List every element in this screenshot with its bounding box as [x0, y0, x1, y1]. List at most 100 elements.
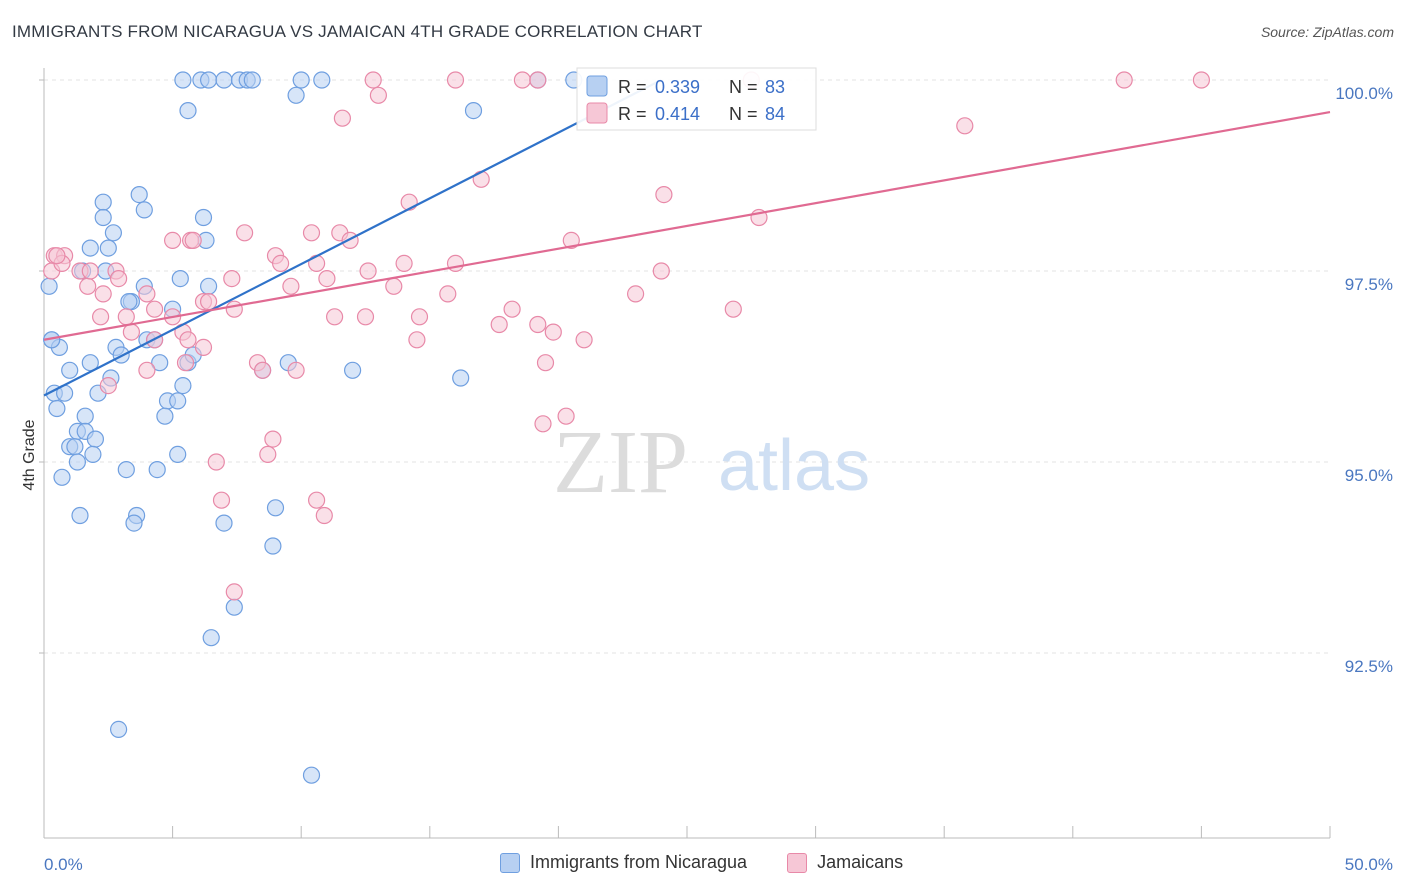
- point-jamaicans: [529, 315, 547, 334]
- point-jamaicans: [207, 453, 225, 471]
- watermark-zip: ZIP: [553, 413, 688, 512]
- point-nicaragua: [225, 598, 243, 616]
- point-jamaicans: [326, 308, 344, 326]
- point-nicaragua: [169, 445, 187, 463]
- point-jamaicans: [626, 285, 645, 303]
- point-jamaicans: [513, 71, 532, 89]
- point-nicaragua: [40, 277, 58, 295]
- point-jamaicans: [1192, 71, 1211, 89]
- point-jamaicans: [264, 430, 282, 448]
- point-jamaicans: [1115, 71, 1133, 89]
- point-nicaragua: [156, 407, 174, 425]
- y-axis-title: 4th Grade: [21, 419, 38, 490]
- series-legend-jamaicans: Jamaicans: [787, 852, 903, 873]
- point-jamaicans: [79, 277, 97, 295]
- point-jamaicans: [562, 231, 580, 249]
- point-nicaragua: [194, 208, 213, 227]
- point-jamaicans: [282, 277, 300, 295]
- legend-swatch-nicaragua: [586, 75, 608, 97]
- gridlines: [44, 79, 1330, 654]
- point-jamaicans: [302, 224, 321, 242]
- point-nicaragua: [215, 71, 233, 89]
- point-jamaicans: [94, 285, 112, 303]
- series-swatch-nicaragua: [500, 852, 520, 873]
- point-nicaragua: [344, 361, 362, 379]
- point-nicaragua: [71, 506, 89, 525]
- point-nicaragua: [169, 392, 187, 410]
- legend-box: [576, 67, 817, 131]
- point-jamaicans: [308, 491, 326, 509]
- point-jamaicans: [254, 361, 272, 379]
- x-tick-label-min: 0.0%: [44, 855, 83, 874]
- point-nicaragua: [66, 438, 84, 456]
- point-jamaicans: [146, 300, 164, 318]
- point-jamaicans: [544, 323, 562, 341]
- point-jamaicans: [359, 262, 377, 280]
- point-jamaicans: [109, 270, 128, 288]
- point-jamaicans: [341, 231, 359, 249]
- axes: [39, 68, 1331, 839]
- point-jamaicans: [200, 293, 218, 311]
- point-jamaicans: [259, 445, 277, 463]
- point-jamaicans: [91, 308, 110, 326]
- point-jamaicans: [236, 224, 254, 242]
- point-jamaicans: [395, 254, 413, 272]
- point-nicaragua: [174, 377, 192, 395]
- legend-n-value-1: 83: [765, 77, 785, 97]
- point-nicaragua: [313, 71, 331, 89]
- point-jamaicans: [81, 262, 99, 280]
- point-nicaragua: [215, 514, 233, 532]
- series-name-jamaicans: Jamaicans: [817, 852, 904, 872]
- point-jamaicans: [557, 407, 575, 425]
- point-jamaicans: [724, 300, 742, 318]
- point-nicaragua: [120, 293, 138, 311]
- point-jamaicans: [138, 285, 156, 303]
- point-jamaicans: [356, 308, 375, 326]
- x-tick-labels: 0.0% 50.0%: [44, 855, 1393, 874]
- point-nicaragua: [174, 71, 192, 89]
- point-nicaragua: [202, 629, 220, 647]
- point-jamaicans: [315, 506, 333, 525]
- series-swatch-jamaicans: [787, 852, 808, 873]
- data-points: [40, 71, 1211, 784]
- point-nicaragua: [86, 430, 105, 448]
- y-tick-label: 100.0%: [1335, 84, 1393, 103]
- x-tick-label-max: 50.0%: [1345, 855, 1393, 874]
- point-nicaragua: [135, 201, 153, 219]
- point-nicaragua: [68, 453, 87, 471]
- point-nicaragua: [48, 399, 66, 418]
- point-jamaicans: [536, 354, 555, 372]
- legend-n-value-2: 84: [765, 104, 785, 124]
- point-jamaicans: [212, 491, 231, 509]
- point-jamaicans: [369, 86, 387, 104]
- point-nicaragua: [76, 407, 94, 425]
- point-jamaicans: [503, 300, 521, 318]
- point-jamaicans: [99, 377, 117, 395]
- point-nicaragua: [287, 86, 305, 104]
- point-jamaicans: [176, 354, 195, 372]
- point-jamaicans: [179, 331, 197, 349]
- point-nicaragua: [302, 766, 321, 784]
- legend-r-value-1: 0.339: [655, 77, 700, 97]
- point-nicaragua: [148, 461, 166, 479]
- point-jamaicans: [138, 361, 156, 379]
- point-nicaragua: [264, 537, 282, 555]
- point-nicaragua: [243, 71, 261, 89]
- point-jamaicans: [534, 415, 552, 433]
- legend-r-label-2: R =: [618, 104, 647, 124]
- legend-swatch-jamaicans: [586, 102, 608, 124]
- point-nicaragua: [130, 186, 148, 204]
- trend-line-nicaragua: [43, 79, 662, 397]
- point-jamaicans: [364, 71, 382, 89]
- point-jamaicans: [287, 361, 305, 379]
- point-nicaragua: [179, 101, 197, 120]
- point-nicaragua: [125, 514, 143, 532]
- point-nicaragua: [109, 720, 128, 739]
- point-jamaicans: [439, 285, 457, 303]
- watermark: ZIP atlas: [553, 413, 870, 512]
- point-nicaragua: [43, 331, 61, 349]
- point-nicaragua: [200, 277, 218, 295]
- point-jamaicans: [164, 231, 182, 249]
- point-jamaicans: [956, 117, 974, 135]
